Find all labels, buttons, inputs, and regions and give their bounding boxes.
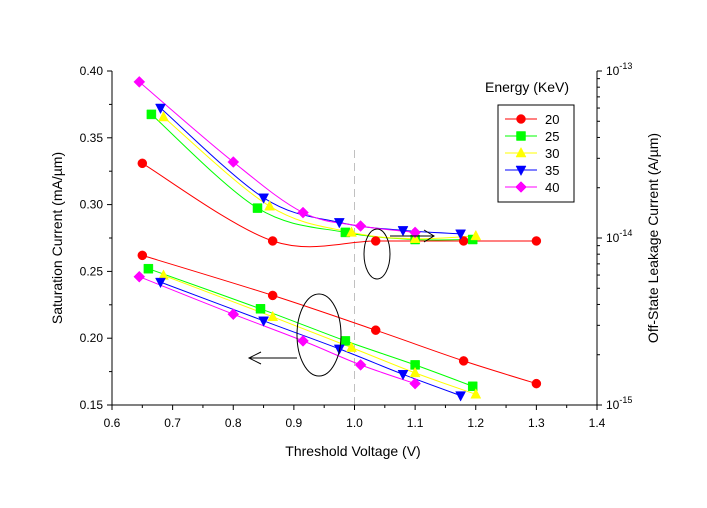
y2-tick-label: 10-15 <box>606 395 632 412</box>
saturation-point-20 <box>458 356 469 366</box>
y-tick-label: 0.30 <box>80 198 104 212</box>
legend-title: Energy (KeV) <box>485 79 569 95</box>
saturation-point-35 <box>258 316 270 327</box>
saturation-point-25 <box>143 263 154 274</box>
y2-tick-label: 10-14 <box>606 228 632 245</box>
saturation-point-40 <box>227 308 240 321</box>
saturation-point-40 <box>409 377 421 390</box>
saturation-point-20 <box>267 290 278 301</box>
left-arrow-head <box>247 351 262 365</box>
axes-group <box>107 70 602 410</box>
x-tick-label: 0.9 <box>286 416 303 430</box>
x-axis-label: Threshold Voltage (V) <box>285 443 420 459</box>
legend-marker-40 <box>515 181 527 193</box>
leakage-point-20 <box>531 236 542 246</box>
saturation-point-25 <box>467 381 478 392</box>
leakage-point-25 <box>146 109 157 120</box>
leakage-point-20 <box>370 236 381 246</box>
saturation-line-40 <box>139 276 416 385</box>
x-tick-label: 1.2 <box>467 416 484 430</box>
saturation-point-30 <box>267 310 279 322</box>
leakage-point-40 <box>297 206 309 219</box>
leakage-point-35 <box>155 103 166 115</box>
saturation-point-25 <box>340 336 351 346</box>
saturation-point-30 <box>346 341 357 352</box>
y-tick-label: 0.25 <box>80 264 104 278</box>
leakage-point-35 <box>397 226 409 237</box>
saturation-line-25 <box>148 268 473 387</box>
legend-marker-20 <box>516 114 526 124</box>
x-tick-label: 0.7 <box>164 416 181 430</box>
saturation-point-25 <box>255 304 266 314</box>
legend-marker-35 <box>515 165 527 177</box>
saturation-point-40 <box>133 270 146 283</box>
saturation-point-20 <box>370 325 381 335</box>
legend-label-25: 25 <box>545 129 559 144</box>
markers-group <box>133 76 542 402</box>
legend: Energy (KeV) 20 25 30 35 40 <box>485 79 575 203</box>
leakage-point-35 <box>258 193 270 204</box>
leakage-point-40 <box>227 156 240 168</box>
x-tick-label: 1.0 <box>346 416 363 430</box>
saturation-group-ellipse <box>296 293 342 377</box>
saturation-point-35 <box>397 370 409 381</box>
right-arrow-head <box>423 229 435 243</box>
leakage-point-20 <box>137 158 148 169</box>
y-axis-label: Saturation Current (mA/µm) <box>49 152 65 324</box>
legend-label-20: 20 <box>545 112 559 127</box>
leakage-point-40 <box>409 226 421 239</box>
leakage-point-30 <box>264 200 276 211</box>
saturation-point-30 <box>470 388 482 399</box>
x-tick-label: 1.4 <box>589 416 606 430</box>
leakage-point-30 <box>158 110 169 122</box>
saturation-point-35 <box>155 277 166 289</box>
saturation-point-40 <box>297 335 309 347</box>
x-tick-label: 0.6 <box>104 416 121 430</box>
legend-marker-25 <box>516 131 526 141</box>
leakage-line-40 <box>138 81 416 233</box>
saturation-point-35 <box>455 391 467 402</box>
leakage-group-ellipse <box>363 228 391 280</box>
saturation-point-20 <box>137 250 148 261</box>
annotations-group <box>247 228 435 377</box>
legend-label-35: 35 <box>545 163 559 178</box>
x-tick-label: 0.8 <box>225 416 242 430</box>
y-tick-label: 0.40 <box>80 64 104 78</box>
saturation-point-20 <box>531 378 542 389</box>
y-tick-label: 0.20 <box>80 331 104 345</box>
leakage-point-30 <box>346 226 357 237</box>
legend-marker-30 <box>515 146 527 158</box>
saturation-line-30 <box>163 274 476 395</box>
saturation-point-40 <box>354 359 367 371</box>
saturation-point-25 <box>410 360 420 370</box>
saturation-line-20 <box>142 254 537 385</box>
leakage-point-20 <box>267 236 278 246</box>
leakage-point-30 <box>470 229 482 241</box>
leakage-point-35 <box>455 229 467 240</box>
legend-label-40: 40 <box>545 180 559 195</box>
leakage-line-30 <box>163 116 476 240</box>
leakage-point-25 <box>252 203 263 213</box>
x-tick-label: 1.1 <box>407 416 424 430</box>
saturation-point-30 <box>409 366 421 378</box>
y2-tick-label: 10-13 <box>606 61 632 78</box>
legend-label-30: 30 <box>545 146 559 161</box>
leakage-point-40 <box>354 220 367 232</box>
leakage-point-35 <box>333 218 345 229</box>
x-tick-label: 1.3 <box>528 416 545 430</box>
y-tick-label: 0.35 <box>80 131 104 145</box>
leakage-point-40 <box>133 76 146 88</box>
tick-labels-group: 0.6 0.7 0.8 0.9 1.0 1.1 1.2 1.3 1.4 0.15 0.20 0.25 0… <box>80 61 633 430</box>
leakage-line-20 <box>142 162 537 248</box>
y2-axis-label: Off-State Leakage Current (A/µm) <box>645 133 661 343</box>
leakage-line-25 <box>151 114 473 241</box>
y-tick-label: 0.15 <box>80 398 104 412</box>
